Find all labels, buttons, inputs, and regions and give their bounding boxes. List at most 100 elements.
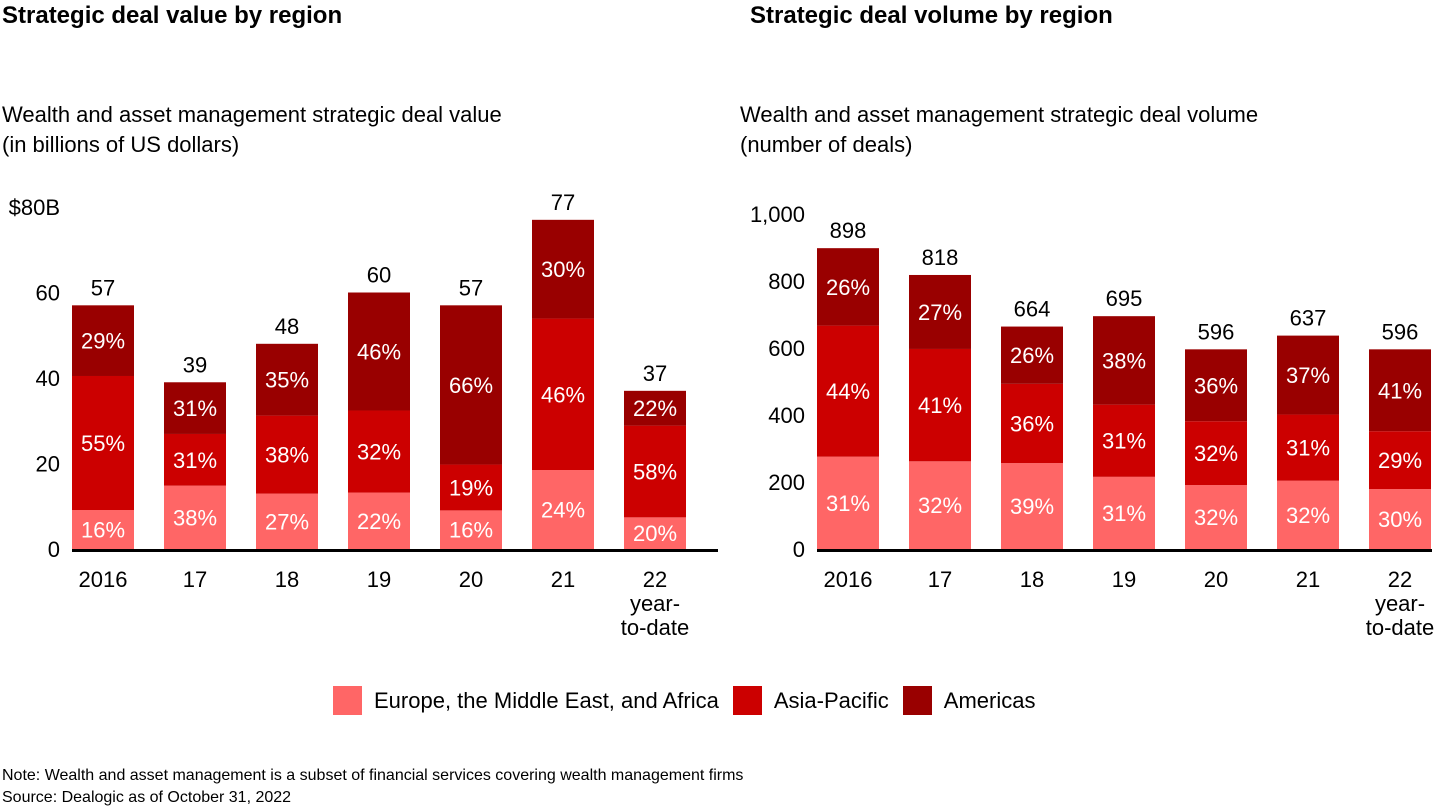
- bar-segment-americas: [1093, 316, 1155, 405]
- legend-item-apac: Asia-Pacific: [732, 686, 889, 715]
- bar-total-label: 898: [830, 218, 867, 243]
- legend: Europe, the Middle East, and Africa Asia…: [333, 686, 1049, 715]
- chart-subtitle-volume: Wealth and asset management strategic de…: [740, 100, 1258, 160]
- segment-label: 29%: [81, 329, 125, 354]
- y-tick-label: 0: [793, 537, 805, 562]
- bar-total-label: 596: [1382, 319, 1419, 344]
- segment-label: 32%: [1194, 441, 1238, 466]
- bar-segment-apac: [164, 433, 226, 486]
- segment-label: 46%: [541, 382, 585, 407]
- note-text: Note: Wealth and asset management is a s…: [2, 767, 744, 784]
- bar-segment-emea: [1093, 476, 1155, 549]
- x-tick-label: 21: [1296, 567, 1320, 592]
- segment-label: 16%: [449, 518, 493, 543]
- bar-total-label: 37: [643, 361, 667, 386]
- legend-item-americas: Americas: [902, 686, 1035, 715]
- segment-label: 35%: [265, 368, 309, 393]
- segment-label: 31%: [173, 396, 217, 421]
- segment-label: 41%: [1378, 378, 1422, 403]
- legend-swatch-emea: [333, 686, 362, 715]
- segment-label: 31%: [173, 448, 217, 473]
- segment-label: 44%: [826, 379, 870, 404]
- x-tick-sublabel: to-date: [621, 615, 690, 640]
- bar-segment-apac: [532, 318, 594, 470]
- bar-segment-americas: [164, 382, 226, 434]
- bar-segment-apac: [1277, 414, 1339, 481]
- segment-label: 29%: [1378, 448, 1422, 473]
- segment-label: 27%: [918, 300, 962, 325]
- bar-total-label: 57: [91, 275, 115, 300]
- segment-label: 32%: [1194, 505, 1238, 530]
- segment-label: 55%: [81, 431, 125, 456]
- bar-segment-emea: [1369, 489, 1431, 549]
- x-tick-label: 22: [1388, 567, 1412, 592]
- segment-label: 20%: [633, 521, 677, 546]
- bar-segment-americas: [817, 248, 879, 326]
- segment-label: 26%: [1010, 343, 1054, 368]
- y-tick-label: 40: [36, 366, 60, 391]
- segment-label: 30%: [541, 257, 585, 282]
- segment-label: 58%: [633, 459, 677, 484]
- segment-label: 27%: [265, 509, 309, 534]
- x-tick-label: 17: [928, 567, 952, 592]
- bar-segment-americas: [1369, 349, 1431, 432]
- bar-segment-americas: [1001, 326, 1063, 384]
- bar-total-label: 695: [1106, 286, 1143, 311]
- segment-label: 38%: [1102, 348, 1146, 373]
- legend-item-emea: Europe, the Middle East, and Africa: [333, 686, 719, 715]
- legend-swatch-apac: [732, 686, 762, 715]
- y-tick-label: 20: [36, 452, 60, 477]
- subtitle-line-2: (in billions of US dollars): [2, 132, 240, 157]
- bar-total-label: 818: [922, 245, 959, 270]
- segment-label: 16%: [81, 518, 125, 543]
- bar-segment-apac: [1185, 421, 1247, 486]
- bar-segment-americas: [1277, 335, 1339, 415]
- y-tick-label: 400: [768, 403, 805, 428]
- chart-volume: 0 200 400 600 800 1,000 31% 44% 26% 898 2016 32% 41%…: [750, 202, 1434, 640]
- x-tick-label: 21: [551, 567, 575, 592]
- x-tick-label: 19: [1112, 567, 1136, 592]
- footnotes: Note: Wealth and asset management is a s…: [2, 765, 743, 809]
- chart-title-value: Strategic deal value by region: [2, 2, 343, 29]
- bar-total-label: 637: [1290, 306, 1327, 331]
- segment-label: 38%: [173, 505, 217, 530]
- bar-segment-emea: [348, 492, 410, 549]
- segment-label: 37%: [1286, 363, 1330, 388]
- bar-segment-emea: [624, 517, 686, 549]
- x-tick-label: 2016: [79, 567, 128, 592]
- bar-total-label: 596: [1198, 319, 1235, 344]
- y-tick-label: 1,000: [750, 202, 805, 227]
- segment-label: 31%: [826, 491, 870, 516]
- bar-segment-emea: [1001, 463, 1063, 549]
- bar-segment-americas: [440, 305, 502, 465]
- bar-segment-apac: [909, 348, 971, 462]
- bar-segment-emea: [440, 510, 502, 549]
- bar-total-label: 57: [459, 275, 483, 300]
- segment-label: 31%: [1102, 501, 1146, 526]
- subtitle-line-1: Wealth and asset management strategic de…: [2, 102, 502, 127]
- segment-label: 19%: [449, 475, 493, 500]
- x-tick-sublabel: to-date: [1366, 615, 1435, 640]
- bar-segment-emea: [164, 485, 226, 549]
- legend-swatch-americas: [902, 686, 932, 715]
- bar-segment-apac: [348, 410, 410, 493]
- bar-total-label: 60: [367, 263, 391, 288]
- segment-label: 22%: [357, 509, 401, 534]
- bar-segment-americas: [909, 274, 971, 349]
- segment-label: 32%: [1286, 503, 1330, 528]
- y-tick-label: 60: [36, 281, 60, 306]
- bar-segment-americas: [1185, 349, 1247, 422]
- x-tick-sublabel: year-: [630, 591, 680, 616]
- x-tick-label: 20: [1204, 567, 1228, 592]
- y-tick-label: 200: [768, 470, 805, 495]
- bar-segment-apac: [1093, 404, 1155, 477]
- x-tick-label: 22: [643, 567, 667, 592]
- bar-total-label: 39: [183, 352, 207, 377]
- subtitle-line-2: (number of deals): [740, 132, 913, 157]
- bar-segment-apac: [817, 325, 879, 457]
- legend-label: Europe, the Middle East, and Africa: [374, 687, 719, 713]
- x-tick-sublabel: year-: [1375, 591, 1425, 616]
- x-tick-label: 18: [1020, 567, 1044, 592]
- segment-label: 66%: [449, 373, 493, 398]
